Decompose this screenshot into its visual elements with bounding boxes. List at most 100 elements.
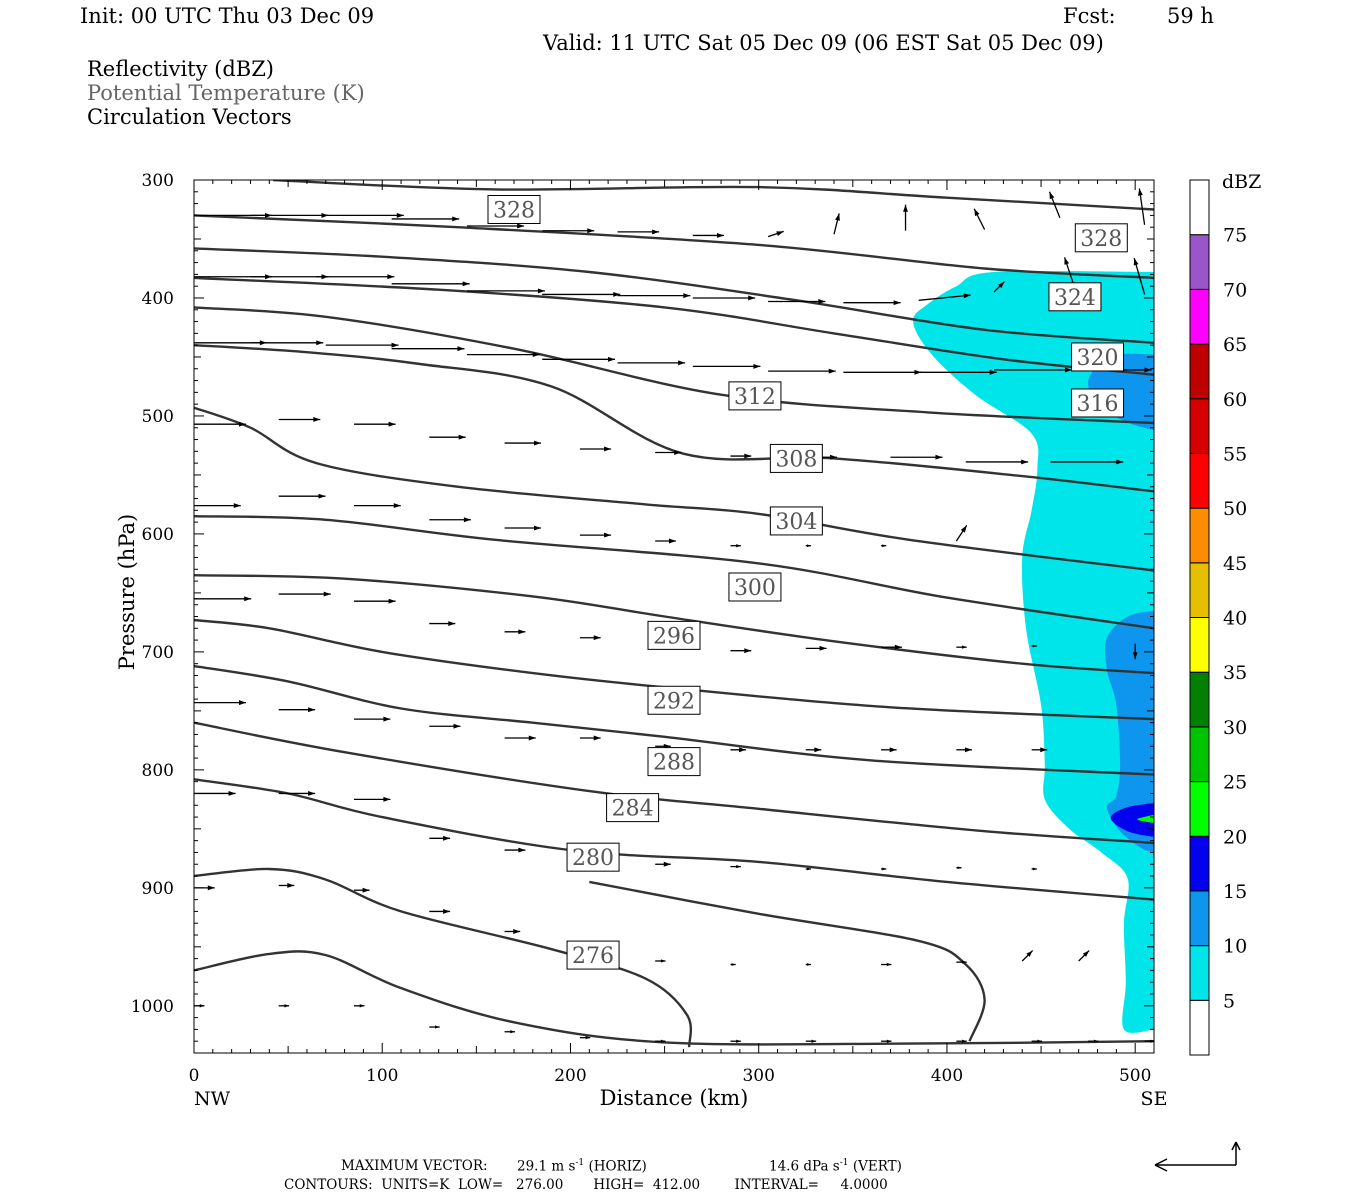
- colorbar-level-label: 45: [1223, 553, 1247, 575]
- vector-head: [893, 300, 901, 306]
- circulation-vector: [805, 544, 811, 548]
- theta-contour-280: [194, 778, 1154, 901]
- circulation-vector: [278, 493, 326, 499]
- contour-info: CONTOURS: UNITS=K LOW= 276.00 HIGH= 412.…: [284, 1177, 888, 1193]
- vector-head: [608, 356, 616, 362]
- contour-label-316: 316: [1071, 388, 1125, 418]
- circulation-vector: [354, 887, 370, 893]
- circulation-vector: [194, 503, 241, 509]
- vector-head: [753, 363, 761, 369]
- vector-head: [362, 887, 370, 893]
- colorbar-level-label: 10: [1223, 936, 1247, 958]
- x-tick-label: 200: [554, 1066, 586, 1086]
- vector-head: [1064, 257, 1070, 265]
- vector-head: [776, 231, 784, 236]
- circulation-vector: [194, 596, 252, 602]
- y-tick-label: 800: [142, 761, 174, 781]
- circulation-vector: [429, 621, 456, 627]
- circulation-vector: [278, 417, 321, 422]
- vector-head: [683, 293, 691, 299]
- colorbar-segment: [1189, 507, 1210, 564]
- colorbar-level-label: 5: [1223, 990, 1235, 1012]
- vector-head: [388, 598, 396, 604]
- vector-head: [308, 791, 316, 796]
- colorbar-segment: [1189, 890, 1210, 947]
- circulation-vector: [250, 212, 329, 218]
- vector-head: [736, 544, 741, 548]
- colorbar-segment: [1189, 288, 1210, 345]
- contour-label-304: 304: [769, 506, 823, 536]
- circulation-vector: [429, 517, 471, 523]
- circulation-vector: [730, 963, 736, 966]
- vector-head: [957, 866, 962, 870]
- theta-contour-296: [194, 574, 1154, 675]
- contour-label-box: [647, 620, 701, 650]
- circulation-vector: [918, 293, 971, 301]
- circulation-vector: [843, 300, 901, 306]
- circulation-vector: [579, 735, 601, 741]
- contour-label-300: 300: [728, 572, 782, 602]
- vector-head: [593, 735, 601, 741]
- theta-contour-300: [194, 515, 1154, 630]
- vector-head: [510, 1030, 515, 1034]
- vector-head: [1032, 867, 1037, 871]
- colorbar-segment: [1189, 343, 1210, 400]
- colorbar-segment: [1189, 726, 1210, 783]
- colorbar-level-label: 40: [1223, 608, 1247, 630]
- circulation-vector: [1132, 643, 1138, 660]
- circulation-vector: [429, 908, 451, 914]
- vector-head: [463, 517, 471, 523]
- vector-head: [660, 1039, 666, 1043]
- circulation-vector: [1088, 1039, 1099, 1043]
- vector-head: [964, 747, 972, 753]
- vector-head: [585, 1036, 591, 1040]
- circulation-vector: [805, 963, 811, 966]
- vector-head: [731, 963, 736, 966]
- vector-head: [998, 281, 1005, 288]
- contour-label-text: 276: [572, 944, 614, 969]
- contour-label-text: 316: [1077, 392, 1119, 417]
- colorbar-segment: [1189, 234, 1210, 290]
- vector-head: [435, 1025, 440, 1029]
- vector-head: [717, 232, 725, 238]
- contour-label-text: 308: [775, 447, 817, 472]
- vector-head: [806, 867, 811, 871]
- circulation-vector: [956, 645, 967, 649]
- vector-head: [393, 503, 401, 509]
- vector-head: [239, 700, 246, 706]
- circulation-vector: [504, 440, 541, 446]
- y-tick-label: 900: [142, 879, 174, 899]
- x-axis-title: Distance (km): [600, 1086, 749, 1110]
- contour-label-box: [606, 793, 660, 823]
- circulation-vector: [504, 929, 521, 934]
- colorbar-segment: [1189, 781, 1210, 837]
- field-circulation-vectors: Circulation Vectors: [87, 105, 292, 129]
- vector-head: [828, 368, 836, 374]
- vector-head: [613, 291, 621, 297]
- vector-head: [391, 342, 399, 348]
- y-tick-label: 700: [142, 643, 174, 663]
- circulation-vector: [316, 274, 395, 280]
- circulation-vector: [278, 791, 316, 796]
- vector-head: [678, 360, 686, 366]
- contour-label-box: [566, 940, 620, 970]
- colorbar-level-label: 35: [1223, 662, 1247, 684]
- contour-label-292: 292: [647, 685, 701, 715]
- circulation-vector: [730, 864, 741, 869]
- circulation-vector: [278, 1004, 290, 1008]
- contour-label-284: 284: [606, 793, 660, 823]
- max-vertical-vector: 14.6 dPa s-1 (VERT): [769, 1158, 902, 1175]
- contour-label-328: 328: [1074, 223, 1128, 253]
- circulation-vector: [354, 421, 396, 427]
- vector-head: [935, 454, 943, 460]
- vector-head: [660, 959, 666, 963]
- circulation-vector: [956, 866, 962, 870]
- y-tick-label: 500: [142, 407, 174, 427]
- theta-contour-308: [194, 344, 1154, 493]
- circulation-vector: [429, 1025, 440, 1029]
- colorbar-level-label: 70: [1223, 279, 1247, 301]
- reflectivity-area-20dbz: [1137, 814, 1154, 823]
- max-vector-label: MAXIMUM VECTOR:: [341, 1158, 488, 1174]
- contour-label-text: 320: [1077, 346, 1119, 371]
- x-tick-label: 500: [1119, 1066, 1151, 1086]
